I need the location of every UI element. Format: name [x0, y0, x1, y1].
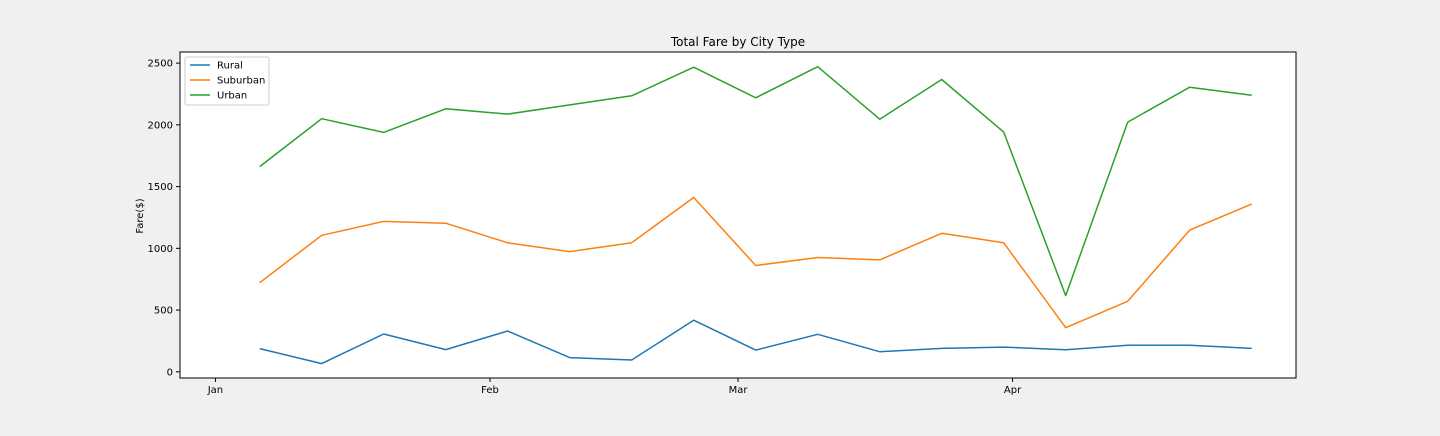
plot-area: [179, 51, 1297, 379]
series-line-urban: [259, 65, 1252, 297]
legend: Rural Suburban Urban: [184, 56, 270, 106]
x-tick-label: Apr: [1004, 385, 1022, 396]
legend-label-urban: Urban: [217, 91, 247, 102]
y-tick-label: 1000: [148, 244, 173, 255]
x-axis-ticks: Jan Feb Mar Apr: [207, 378, 1022, 396]
legend-box: [184, 56, 270, 106]
y-tick-label: 2000: [148, 120, 173, 131]
x-tick-label: Feb: [481, 385, 499, 396]
y-tick-label: 2500: [148, 59, 173, 70]
x-tick-label: Mar: [729, 385, 749, 396]
legend-label-suburban: Suburban: [217, 76, 265, 87]
y-tick-label: 0: [167, 367, 173, 378]
series-lines: [259, 65, 1252, 365]
y-tick-label: 1500: [148, 182, 173, 193]
y-axis-label: Fare($): [135, 198, 146, 233]
y-tick-label: 500: [154, 306, 173, 317]
x-tick-label: Jan: [207, 385, 223, 396]
chart-title: Total Fare by City Type: [670, 35, 805, 49]
series-line-suburban: [259, 196, 1252, 329]
series-line-rural: [259, 319, 1252, 365]
legend-label-rural: Rural: [217, 61, 243, 72]
y-axis-ticks: 0 500 1000 1500 2000 2500: [148, 59, 180, 378]
